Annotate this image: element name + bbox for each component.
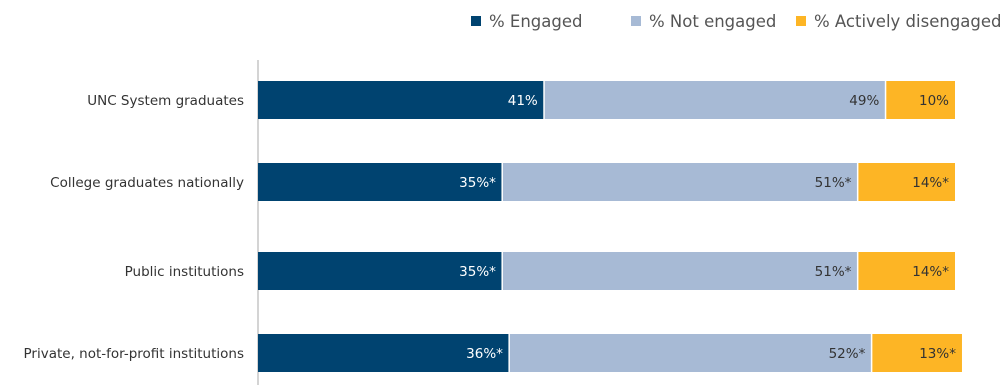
bar-not-engaged-public-institutions [501,252,858,290]
bar-actively-disengaged-college-graduates-nationally [857,163,955,201]
category-label-college-graduates-nationally: College graduates nationally [50,175,244,191]
value-label-engaged-college-graduates-nationally: 35%* [459,175,496,191]
bar-actively-disengaged-unc-system-graduates [885,81,955,119]
category-label-public-institutions: Public institutions [125,264,244,280]
value-label-actively-disengaged-public-institutions: 14%* [912,264,949,280]
bar-separator [501,163,503,201]
legend: % Engaged % Not engaged % Actively disenga… [471,12,1002,31]
legend-label-engaged: % Engaged [489,12,583,31]
value-label-not-engaged-college-graduates-nationally: 51%* [815,175,852,191]
bar-engaged-unc-system-graduates [258,81,544,119]
bar-not-engaged-private-not-for-profit-institutions [508,334,872,372]
bar-separator [508,334,510,372]
bar-not-engaged-college-graduates-nationally [501,163,858,201]
value-label-engaged-unc-system-graduates: 41% [508,93,538,109]
bar-separator [870,334,873,372]
bar-separator [884,81,887,119]
legend-label-not-engaged: % Not engaged [649,12,776,31]
bar-separator [856,252,859,290]
bar-engaged-private-not-for-profit-institutions [258,334,509,372]
bar-separator [543,81,545,119]
category-labels: UNC System graduates College graduates na… [24,93,245,362]
legend-swatch-not-engaged [631,16,641,26]
bar-actively-disengaged-private-not-for-profit-institutions [871,334,962,372]
value-label-actively-disengaged-unc-system-graduates: 10% [919,93,949,109]
value-label-actively-disengaged-private-not-for-profit-institutions: 13%* [919,346,956,362]
bar-engaged-college-graduates-nationally [258,163,502,201]
value-label-engaged-private-not-for-profit-institutions: 36%* [466,346,503,362]
bar-separator [856,163,859,201]
value-label-engaged-public-institutions: 35%* [459,264,496,280]
legend-label-actively-disengaged: % Actively disengaged [814,12,1002,31]
bar-actively-disengaged-public-institutions [857,252,955,290]
bar-separator [501,252,503,290]
legend-swatch-engaged [471,16,481,26]
value-label-not-engaged-public-institutions: 51%* [815,264,852,280]
category-label-unc-system-graduates: UNC System graduates [87,93,244,109]
value-label-not-engaged-private-not-for-profit-institutions: 52%* [829,346,866,362]
value-label-not-engaged-unc-system-graduates: 49% [849,93,879,109]
category-label-private-not-for-profit-institutions: Private, not-for-profit institutions [24,346,245,362]
bars [258,81,962,372]
value-label-actively-disengaged-college-graduates-nationally: 14%* [912,175,949,191]
bar-not-engaged-unc-system-graduates [543,81,886,119]
bar-engaged-public-institutions [258,252,502,290]
legend-swatch-actively-disengaged [796,16,806,26]
value-labels: 41% 49% 10% 35%* 51%* 14%* 35%* 51%* 14%* 36%* 52%… [459,93,956,362]
